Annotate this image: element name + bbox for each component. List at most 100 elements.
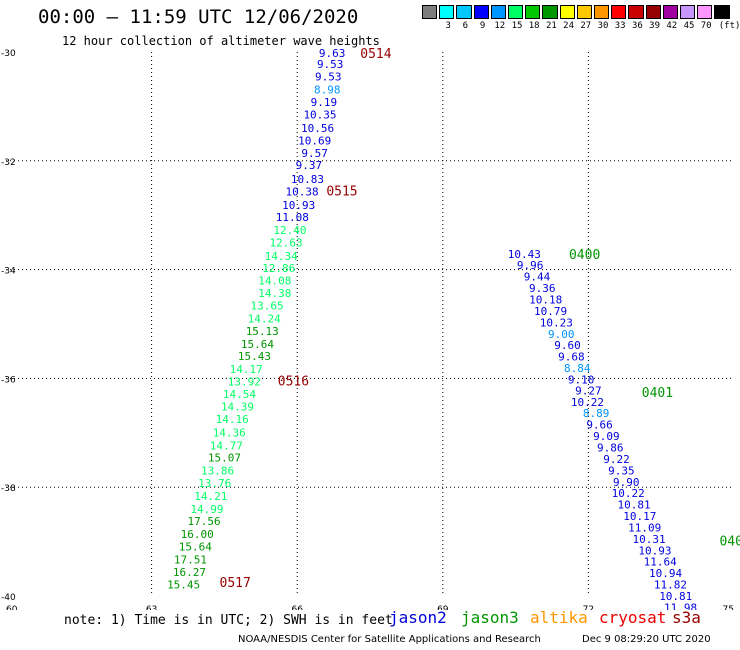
legend-bin-label: 21	[545, 21, 557, 31]
wave-height-point: 11.08	[276, 211, 309, 224]
legend-swatch	[542, 5, 558, 19]
wave-height-point: 9.22	[603, 453, 630, 466]
wave-height-point: 10.22	[612, 487, 645, 500]
satellite-jason3: jason3	[461, 608, 519, 627]
satellite-cryosat: cryosat	[599, 608, 667, 627]
legend-swatch	[422, 5, 438, 19]
wave-height-point: 10.81	[617, 499, 650, 512]
wave-height-point: 12.63	[269, 236, 302, 249]
y-tick-label: -32	[1, 158, 16, 168]
legend-bin-label: 42	[666, 21, 678, 31]
x-tick-label: 69	[437, 605, 449, 610]
legend-bin-label: 27	[580, 21, 592, 31]
legend-bin-label: 36	[631, 21, 643, 31]
wave-height-point: 10.81	[659, 590, 692, 603]
time-label: 0514	[360, 47, 391, 62]
wave-height-point: 11.64	[644, 556, 677, 569]
wave-height-point: 13.76	[198, 477, 231, 490]
legend-swatch	[456, 5, 472, 19]
wave-height-point: 9.35	[608, 464, 635, 477]
wave-height-point: 9.53	[315, 70, 342, 83]
wave-height-point: 9.96	[517, 259, 544, 272]
wave-height-point: 15.13	[246, 325, 279, 338]
wave-height-point: 10.43	[508, 248, 541, 261]
wave-height-point: 14.16	[216, 413, 249, 426]
wave-height-point: 10.38	[285, 185, 318, 198]
wave-height-point: 12.40	[273, 224, 306, 237]
footer-credit: NOAA/NESDIS Center for Satellite Applica…	[238, 634, 541, 645]
time-label: 0516	[278, 375, 309, 390]
wave-height-point: 9.44	[524, 271, 551, 284]
chart-axes: 60 63 66 69 72 75 -30 -32 -34 -36 -38 -40	[1, 49, 734, 610]
wave-height-point: 9.09	[593, 430, 620, 443]
legend-swatch	[473, 5, 489, 19]
wave-height-point: 16.27	[173, 566, 206, 579]
wave-height-point: 10.17	[623, 510, 656, 523]
y-tick-label: -30	[1, 49, 16, 59]
legend-swatch	[714, 5, 730, 19]
legend-unit: (ft)	[718, 21, 740, 31]
legend-bin-label: 24	[563, 21, 575, 31]
time-label: 0517	[220, 576, 251, 591]
wave-height-point: 14.77	[210, 439, 243, 452]
wave-height-point: 10.93	[282, 199, 315, 212]
legend-bin-label: 18	[528, 21, 540, 31]
satellite-s3a: s3a	[672, 608, 701, 627]
wave-height-point: 14.24	[248, 313, 281, 326]
legend-swatch	[525, 5, 541, 19]
time-label: 0401	[642, 386, 673, 401]
wave-height-point: 8.98	[314, 84, 341, 97]
chart-grid	[6, 52, 734, 596]
legend-swatch	[628, 5, 644, 19]
wave-height-point: 8.84	[564, 362, 591, 375]
x-tick-label: 75	[723, 605, 734, 610]
wave-height-point: 12.86	[262, 262, 295, 275]
legend-bin-label: 33	[614, 21, 626, 31]
wave-height-point: 9.10	[568, 373, 595, 386]
wave-height-point: 11.98	[664, 601, 697, 610]
x-tick-label: 72	[583, 605, 594, 610]
y-tick-label: -36	[1, 375, 16, 385]
wave-height-point: 17.56	[187, 515, 220, 528]
wave-height-point: 17.51	[174, 554, 207, 567]
page-subtitle: 12 hour collection of altimeter wave hei…	[62, 34, 380, 48]
legend-bin-label: 6	[462, 21, 469, 31]
legend-bin-label: 12	[494, 21, 506, 31]
legend-swatch	[697, 5, 713, 19]
legend-bin-label: 3	[445, 21, 451, 31]
wave-height-point: 9.19	[311, 96, 338, 109]
wave-height-point: 9.63	[319, 47, 346, 60]
wave-height-point: 14.39	[221, 401, 254, 414]
wave-height-point: 10.22	[571, 396, 604, 409]
wave-height-point: 10.93	[638, 544, 671, 557]
legend-bin-label: 70	[700, 21, 712, 31]
legend-swatch	[559, 5, 575, 19]
legend-bin-label: 30	[597, 21, 609, 31]
chart-time-labels: 0514 0515 0516 0517 0400 0401 0402	[220, 47, 740, 591]
legend-bin-label: 39	[649, 21, 661, 31]
wave-height-point: 10.83	[291, 173, 324, 186]
wave-height-point: 10.94	[649, 567, 682, 580]
wave-height-point: 14.08	[258, 274, 291, 287]
wave-height-point: 9.57	[301, 147, 328, 160]
wave-height-point: 14.21	[194, 490, 227, 503]
wave-height-point: 10.35	[303, 109, 336, 122]
legend-swatch	[508, 5, 524, 19]
wave-height-point: 14.36	[213, 426, 246, 439]
wave-height-point: 10.69	[298, 135, 331, 148]
wave-height-point: 14.99	[190, 503, 223, 516]
wave-height-point: 9.86	[597, 441, 624, 454]
wave-height-point: 9.66	[586, 419, 613, 432]
page-title: 00:00 – 11:59 UTC 12/06/2020	[38, 6, 359, 28]
wave-height-point: 9.90	[613, 476, 640, 489]
wave-height-point: 15.45	[167, 579, 200, 592]
legend-bin-label: 9	[479, 21, 486, 31]
wave-height-point: 13.86	[201, 464, 234, 477]
wave-height-point: 15.64	[241, 338, 274, 351]
wave-height-point: 9.68	[558, 351, 585, 364]
wave-height-point: 9.00	[548, 328, 575, 341]
wave-height-point: 9.53	[317, 58, 344, 71]
wave-height-point: 9.60	[554, 339, 581, 352]
wave-height-point: 10.79	[534, 305, 567, 318]
legend-swatch	[680, 5, 696, 19]
